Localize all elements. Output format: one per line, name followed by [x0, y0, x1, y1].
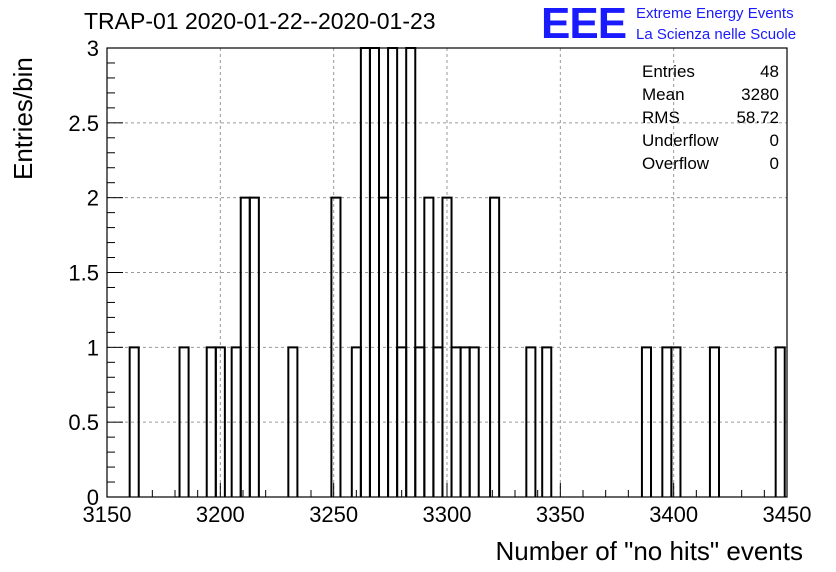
stat-value: 3280: [741, 85, 779, 104]
x-tick-label: 3150: [83, 502, 132, 527]
histogram-bin: [708, 346, 720, 497]
stat-label: Underflow: [642, 131, 719, 150]
axis-ticks: [106, 47, 788, 498]
eee-logo-mark: EEE: [541, 0, 627, 48]
y-tick-label: 0: [87, 485, 99, 510]
histogram-bin: [287, 346, 299, 497]
x-tick-label: 3400: [649, 502, 698, 527]
y-tick-label: 2.5: [68, 111, 99, 136]
histogram-bin: [468, 346, 480, 497]
histogram-bin: [330, 196, 342, 497]
histogram-bin: [525, 346, 537, 497]
histogram-bin: [489, 196, 501, 497]
stat-underflow: Underflow 0: [642, 129, 779, 152]
histogram-bin: [640, 346, 652, 497]
histogram-bin: [541, 346, 553, 497]
chart-title: TRAP-01 2020-01-22--2020-01-23: [84, 8, 436, 34]
stats-box: Entries 48 Mean 3280 RMS 58.72 Underflow…: [642, 60, 779, 175]
histogram-bin: [128, 346, 140, 497]
y-axis-label: Entries/bin: [8, 57, 38, 180]
x-tick-label: 3200: [196, 502, 245, 527]
stat-rms: RMS 58.72: [642, 106, 779, 129]
y-tick-label: 1.5: [68, 261, 99, 286]
eee-logo-text: Extreme Energy Events La Scienza nelle S…: [636, 3, 796, 45]
y-tick-label: 2: [87, 186, 99, 211]
y-tick-label: 0.5: [68, 410, 99, 435]
stat-value: 58.72: [736, 108, 779, 127]
stat-value: 48: [760, 62, 779, 81]
stat-label: Overflow: [642, 154, 710, 173]
stat-label: RMS: [642, 108, 680, 127]
histogram-bin: [178, 346, 190, 497]
histogram-bin: [214, 346, 226, 497]
stat-entries: Entries 48: [642, 60, 779, 83]
logo-line-2: La Scienza nelle Scuole: [636, 26, 797, 43]
logo-line-1: Extreme Energy Events: [636, 5, 794, 22]
stat-overflow: Overflow 0: [642, 152, 779, 175]
x-tick-label: 3250: [309, 502, 358, 527]
x-tick-label: 3450: [763, 502, 812, 527]
x-tick-label: 3350: [536, 502, 585, 527]
histogram-bin: [774, 346, 786, 497]
x-tick-label: 3300: [423, 502, 472, 527]
stat-value: 0: [769, 131, 779, 150]
stat-label: Entries: [642, 62, 695, 81]
y-tick-label: 1: [87, 335, 99, 360]
stat-mean: Mean 3280: [642, 83, 779, 106]
histogram-bin: [248, 196, 260, 497]
x-axis-label: Number of "no hits" events: [495, 536, 804, 566]
histogram-bin: [670, 346, 682, 497]
axis-tick-labels: 3150 3200 3250 3300 3350 3400 3450 0 0.5 1 1.5 2 2.5…: [68, 36, 811, 527]
y-tick-label: 3: [87, 36, 99, 61]
stat-value: 0: [769, 154, 779, 173]
stat-label: Mean: [642, 85, 685, 104]
